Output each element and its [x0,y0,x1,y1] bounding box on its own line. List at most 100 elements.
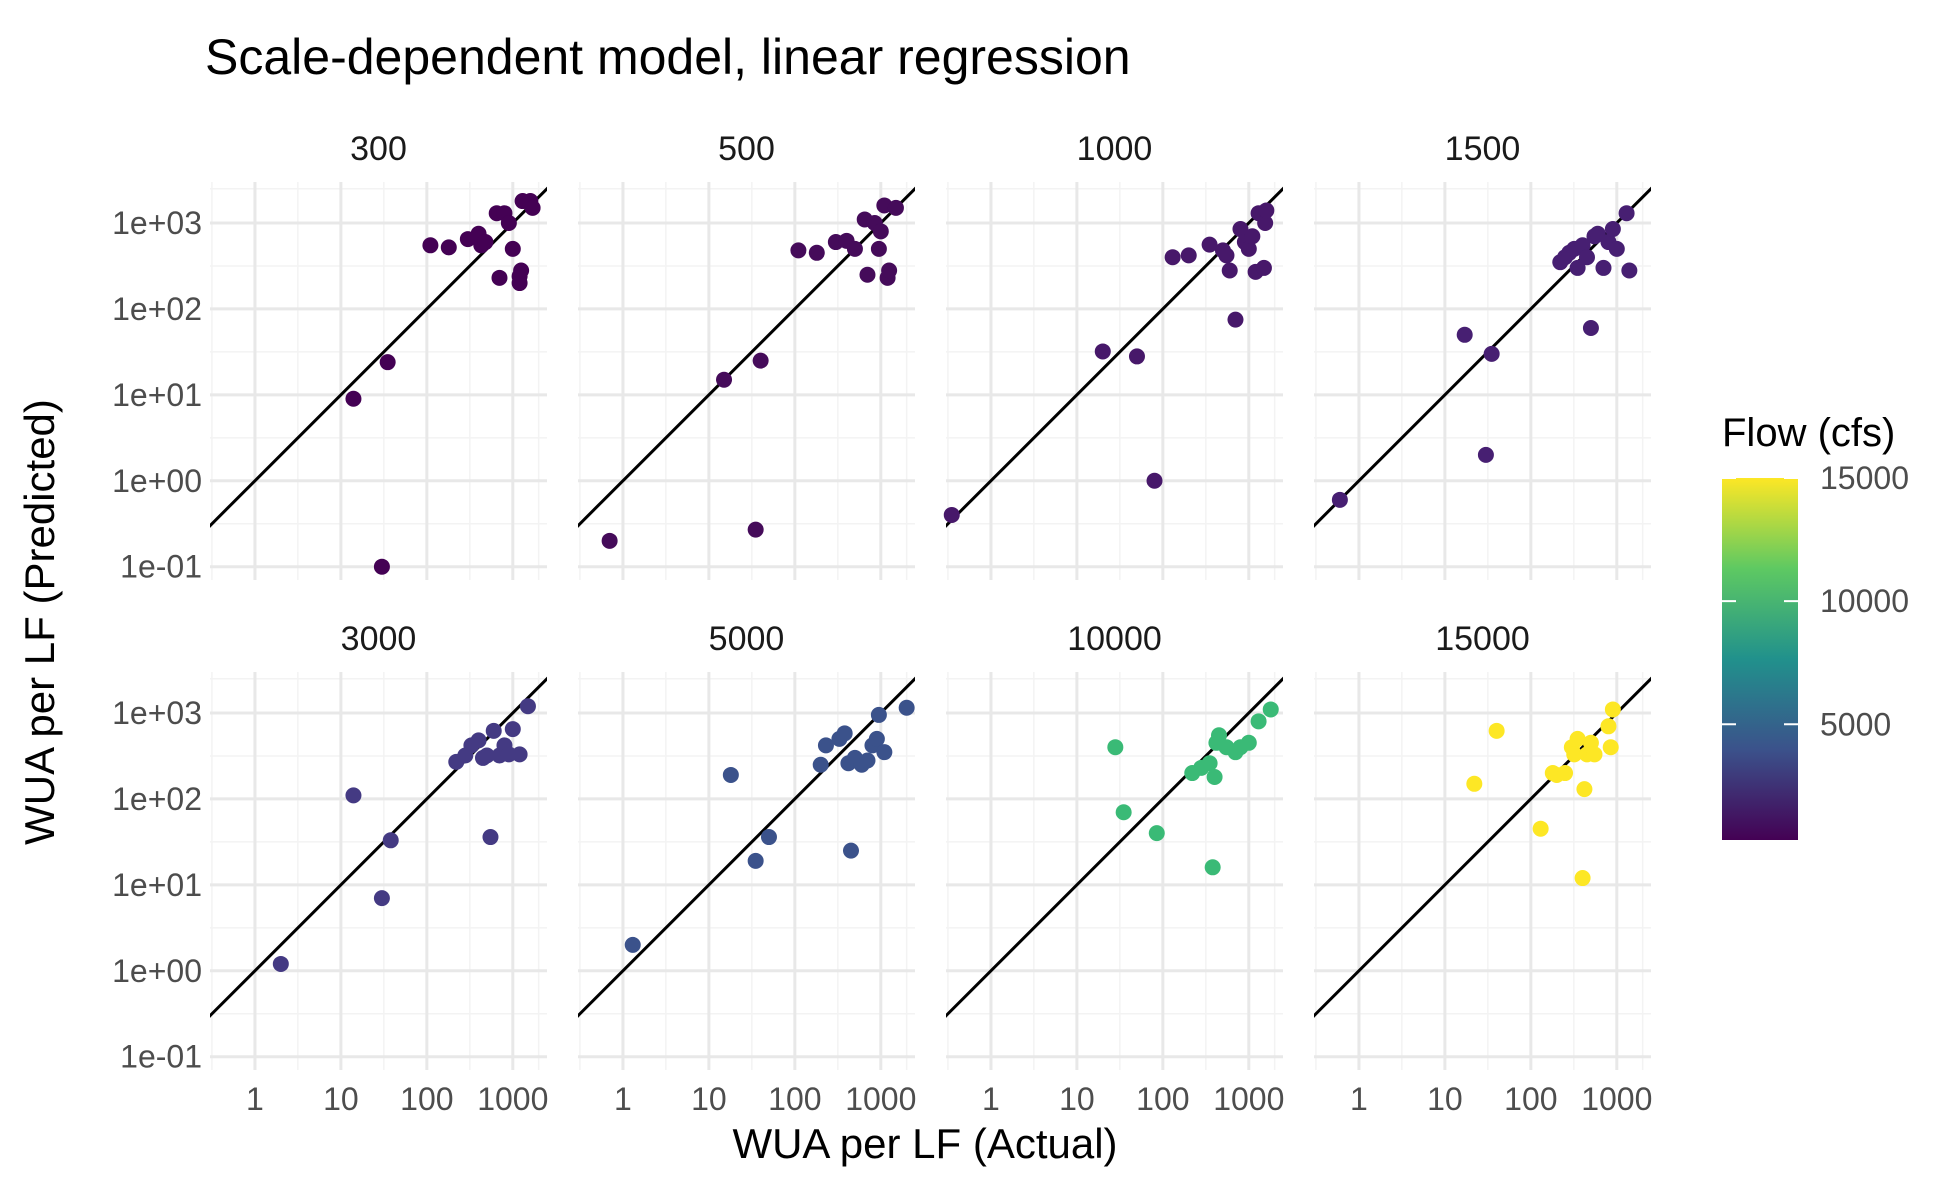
data-point [747,521,764,538]
facet-panel-500: 500 [578,130,915,580]
data-point [943,506,960,523]
data-point [519,698,536,715]
data-point [511,746,528,763]
reference-line-group [1314,676,1651,1018]
data-point [1204,859,1221,876]
reference-line-group [578,186,915,528]
data-point [379,354,396,371]
data-point [1201,755,1218,772]
data-point [1240,734,1257,751]
data-point [790,242,807,259]
data-point [881,262,898,279]
data-point [1258,202,1275,219]
data-point [1600,718,1617,735]
facet-panels: 300 1e-01 1e+00 1e+01 1e+02 1e+03 500 1000 1500 3… [112,130,1652,1117]
data-point [504,240,521,257]
data-point [1569,259,1586,276]
data-point [808,244,825,261]
x-tick-label: 100 [768,1081,821,1117]
flow-colorbar-legend: Flow (cfs) 5000 10000 15000 [1722,411,1909,840]
legend-title: Flow (cfs) [1722,411,1895,455]
data-point [812,756,829,773]
y-tick-label: 1e+03 [112,695,202,731]
facet-panel-5000: 5000 1 10 100 1000 [578,620,916,1117]
y-tick-label: 1e+00 [112,953,202,989]
data-point [382,832,399,849]
identity-line [578,186,915,528]
reference-line-group [578,676,915,1018]
legend-tick-label: 10000 [1820,583,1909,619]
data-point [1128,348,1145,365]
data-point [1586,746,1603,763]
facet-label: 1500 [1445,130,1521,168]
facet-panel-10000: 10000 1 10 100 1000 [946,620,1284,1117]
facet-panel-1000: 1000 [943,130,1283,580]
data-point [1569,730,1586,747]
legend-tick-label: 15000 [1820,460,1909,496]
x-tick-label: 100 [400,1081,453,1117]
data-point [1618,205,1635,222]
data-point [470,732,487,749]
y-tick-label: 1e+02 [112,781,202,817]
data-point [1094,343,1111,360]
data-point [1589,225,1606,242]
data-point [504,721,521,738]
data-point [513,262,530,279]
data-point [1582,319,1599,336]
data-point [859,266,876,283]
colorbar [1722,478,1798,840]
data-point [760,829,777,846]
data-point [1604,701,1621,718]
reference-line-group [946,186,1283,528]
facet-label: 3000 [341,620,417,658]
data-point [1148,825,1165,842]
data-point [485,722,502,739]
data-point [482,829,499,846]
data-point [1604,221,1621,238]
data-point [1578,249,1595,266]
data-point [524,199,541,216]
x-tick-label: 1000 [477,1081,548,1117]
data-point [624,936,641,953]
data-point [491,269,508,286]
data-point [1621,262,1638,279]
data-point [876,744,893,761]
data-point [1532,820,1549,837]
data-point [1180,247,1197,264]
x-tick-label: 1000 [1581,1081,1652,1117]
data-point [1206,768,1223,785]
x-tick-label: 10 [1059,1081,1095,1117]
data-point [817,737,834,754]
reference-line-group [210,186,547,528]
data-point [1115,804,1132,821]
identity-line [1314,676,1651,1018]
data-point [500,214,517,231]
facet-label: 5000 [709,620,785,658]
data-point [1488,722,1505,739]
legend-tick-label: 5000 [1820,706,1891,742]
data-point [1262,701,1279,718]
data-point [1107,739,1124,756]
data-point [478,747,495,764]
y-tick-label: 1e+03 [112,205,202,241]
data-point [511,275,528,292]
data-point [1244,228,1261,245]
data-point [1255,259,1272,276]
data-point [747,852,764,869]
x-tick-label: 1 [246,1081,264,1117]
facet-label: 1000 [1077,130,1153,168]
facet-label: 10000 [1067,620,1162,658]
data-point [1240,240,1257,257]
chart-title: Scale-dependent model, linear regression [205,29,1131,85]
data-point [1576,781,1593,798]
data-point [1146,472,1163,489]
x-tick-label: 1000 [845,1081,916,1117]
data-point [1608,240,1625,257]
y-tick-label: 1e+00 [112,463,202,499]
facet-panel-1500: 1500 [1314,130,1651,580]
data-point [1602,739,1619,756]
data-point [440,239,457,256]
data-point [898,699,915,716]
data-point [345,390,362,407]
